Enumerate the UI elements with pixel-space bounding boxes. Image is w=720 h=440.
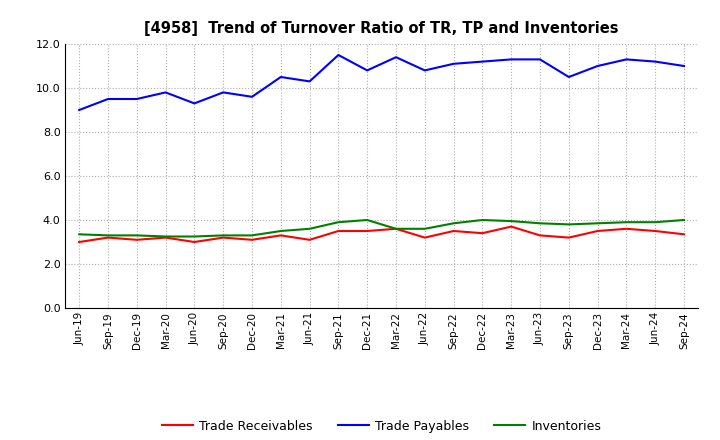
- Trade Receivables: [449, 228, 458, 234]
- Trade Receivables: [75, 239, 84, 245]
- Inventories: [680, 217, 688, 223]
- Trade Receivables: [219, 235, 228, 240]
- Trade Payables: [363, 68, 372, 73]
- Trade Payables: [651, 59, 660, 64]
- Trade Receivables: [536, 233, 544, 238]
- Trade Receivables: [564, 235, 573, 240]
- Trade Payables: [75, 107, 84, 113]
- Trade Receivables: [104, 235, 112, 240]
- Inventories: [536, 221, 544, 226]
- Trade Payables: [276, 74, 285, 80]
- Trade Receivables: [622, 226, 631, 231]
- Trade Payables: [564, 74, 573, 80]
- Inventories: [334, 220, 343, 225]
- Trade Payables: [334, 52, 343, 58]
- Inventories: [478, 217, 487, 223]
- Inventories: [420, 226, 429, 231]
- Trade Payables: [507, 57, 516, 62]
- Inventories: [622, 220, 631, 225]
- Trade Payables: [536, 57, 544, 62]
- Inventories: [248, 233, 256, 238]
- Inventories: [305, 226, 314, 231]
- Inventories: [651, 220, 660, 225]
- Trade Receivables: [507, 224, 516, 229]
- Line: Trade Receivables: Trade Receivables: [79, 227, 684, 242]
- Trade Payables: [104, 96, 112, 102]
- Trade Payables: [449, 61, 458, 66]
- Trade Payables: [132, 96, 141, 102]
- Line: Inventories: Inventories: [79, 220, 684, 237]
- Inventories: [190, 234, 199, 239]
- Trade Receivables: [132, 237, 141, 242]
- Trade Receivables: [651, 228, 660, 234]
- Trade Receivables: [190, 239, 199, 245]
- Trade Payables: [680, 63, 688, 69]
- Trade Receivables: [248, 237, 256, 242]
- Inventories: [363, 217, 372, 223]
- Trade Payables: [622, 57, 631, 62]
- Trade Payables: [248, 94, 256, 99]
- Trade Receivables: [478, 231, 487, 236]
- Inventories: [161, 234, 170, 239]
- Trade Payables: [161, 90, 170, 95]
- Trade Receivables: [161, 235, 170, 240]
- Trade Receivables: [334, 228, 343, 234]
- Line: Trade Payables: Trade Payables: [79, 55, 684, 110]
- Inventories: [392, 226, 400, 231]
- Trade Receivables: [680, 231, 688, 237]
- Inventories: [219, 233, 228, 238]
- Trade Payables: [190, 101, 199, 106]
- Inventories: [75, 231, 84, 237]
- Inventories: [449, 221, 458, 226]
- Trade Receivables: [593, 228, 602, 234]
- Inventories: [132, 233, 141, 238]
- Trade Payables: [478, 59, 487, 64]
- Legend: Trade Receivables, Trade Payables, Inventories: Trade Receivables, Trade Payables, Inven…: [157, 414, 606, 437]
- Trade Receivables: [363, 228, 372, 234]
- Trade Payables: [305, 79, 314, 84]
- Inventories: [564, 222, 573, 227]
- Trade Receivables: [276, 233, 285, 238]
- Inventories: [104, 233, 112, 238]
- Inventories: [593, 221, 602, 226]
- Trade Payables: [593, 63, 602, 69]
- Title: [4958]  Trend of Turnover Ratio of TR, TP and Inventories: [4958] Trend of Turnover Ratio of TR, TP…: [144, 21, 619, 36]
- Inventories: [507, 218, 516, 224]
- Trade Receivables: [420, 235, 429, 240]
- Inventories: [276, 228, 285, 234]
- Trade Receivables: [392, 226, 400, 231]
- Trade Payables: [392, 55, 400, 60]
- Trade Payables: [420, 68, 429, 73]
- Trade Payables: [219, 90, 228, 95]
- Trade Receivables: [305, 237, 314, 242]
